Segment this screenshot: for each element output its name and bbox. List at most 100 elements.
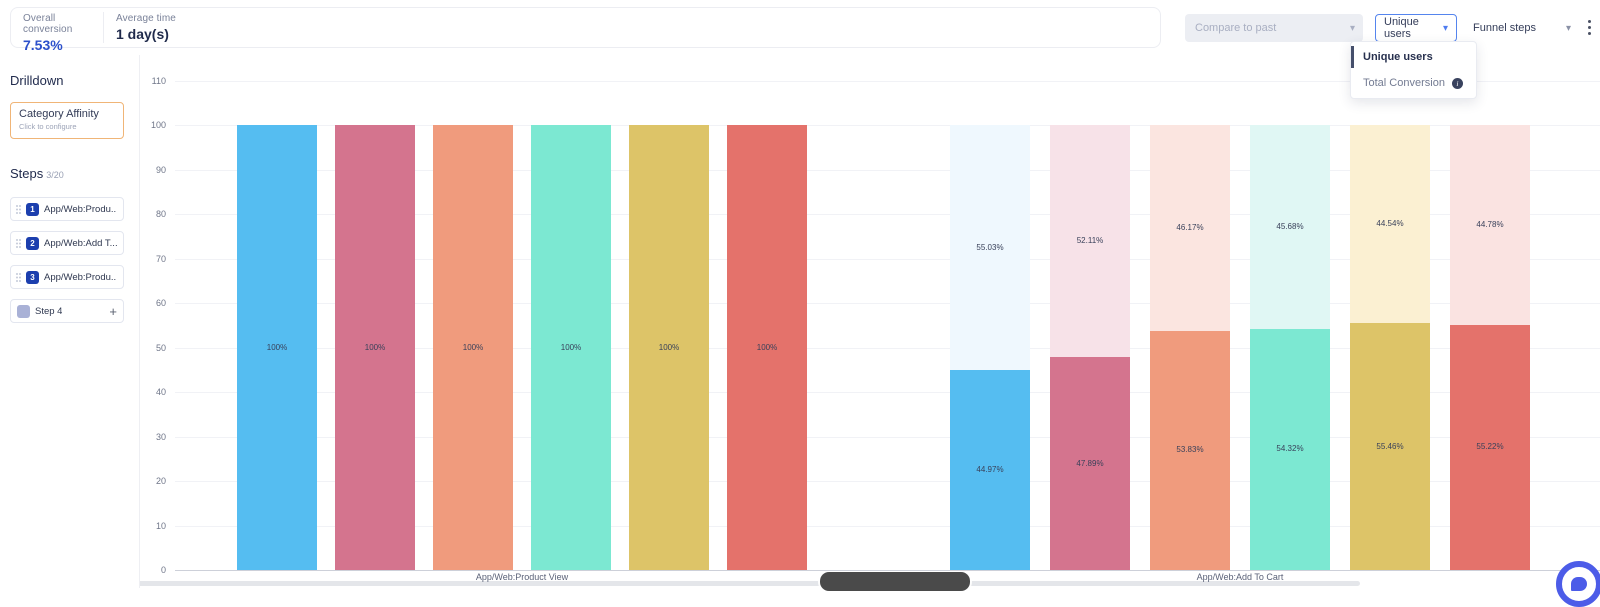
bar-segment-converted[interactable] <box>335 125 415 570</box>
y-axis-tick-label: 50 <box>155 342 166 353</box>
bar-value-label: 53.83% <box>1176 445 1204 455</box>
bar-segment-dropped[interactable] <box>1150 125 1230 331</box>
gridline <box>175 125 1600 127</box>
bar-segment-converted[interactable] <box>1350 323 1430 570</box>
add-step-item[interactable]: Step 4 + <box>10 299 124 323</box>
bar-value-label: 100% <box>266 342 288 352</box>
compare-to-past-select[interactable]: Compare to past ▾ <box>1185 14 1363 42</box>
bar-value-label: 44.97% <box>976 465 1004 475</box>
bar-segment-converted[interactable] <box>727 125 807 570</box>
y-axis-tick-label: 90 <box>155 164 166 175</box>
menu-item-unique-users[interactable]: Unique users <box>1351 44 1476 70</box>
bar-segment-dropped[interactable] <box>1350 125 1430 324</box>
menu-item-label: Total Conversion <box>1363 77 1445 89</box>
y-axis-tick-label: 110 <box>151 76 166 86</box>
selected-indicator <box>1351 46 1354 68</box>
bar-segment-dropped[interactable] <box>950 125 1030 371</box>
drag-handle-icon[interactable] <box>15 204 22 215</box>
metric-label: Average time <box>116 13 176 24</box>
bar-dropoff-label: 52.11% <box>1076 236 1104 246</box>
y-axis-tick-label: 0 <box>160 565 166 575</box>
bar-segment-converted[interactable] <box>1250 328 1330 570</box>
bar-segment-dropped[interactable] <box>1050 125 1130 358</box>
y-axis-tick-label: 60 <box>155 298 166 309</box>
bar-value-label: 54.32% <box>1276 444 1304 454</box>
measure-dropdown-menu: Unique users Total Conversion i <box>1350 41 1477 99</box>
drilldown-card-title: Category Affinity <box>19 108 99 120</box>
x-axis-category-label: App/Web:Add To Cart <box>1196 572 1284 582</box>
step-label: App/Web:Produ... <box>44 271 117 283</box>
bar-segment-converted[interactable] <box>1150 330 1230 570</box>
bar-value-label: 100% <box>462 342 484 352</box>
bar-dropoff-label: 44.78% <box>1476 219 1504 229</box>
bar-segment-converted[interactable] <box>433 125 513 570</box>
horizontal-scrollbar-track[interactable] <box>35 581 1360 586</box>
drilldown-heading: Drilldown <box>10 73 64 88</box>
bar-segment-converted[interactable] <box>950 370 1030 570</box>
bar-value-label: 100% <box>560 342 582 352</box>
steps-title: Steps <box>10 166 44 181</box>
gridline <box>175 258 1600 260</box>
chat-widget-button[interactable] <box>1556 561 1600 607</box>
info-icon[interactable]: i <box>1451 77 1463 89</box>
metric-average-time: Average time 1 day(s) <box>104 8 176 47</box>
drag-handle-icon[interactable] <box>15 272 22 283</box>
y-axis-tick-label: 70 <box>155 253 166 264</box>
bar-segment-converted[interactable] <box>1450 324 1530 570</box>
measure-select[interactable]: Unique users ▾ <box>1375 14 1457 42</box>
step-number-badge: 2 <box>26 236 39 250</box>
step-label: App/Web:Add T... <box>44 237 117 249</box>
gridline <box>175 392 1600 394</box>
bar-segment-converted[interactable] <box>237 125 317 570</box>
add-step-label: Step 4 <box>35 305 63 317</box>
compare-to-past-label: Compare to past <box>1195 22 1277 34</box>
bar-segment-converted[interactable] <box>629 125 709 570</box>
drag-handle-icon[interactable] <box>15 238 22 249</box>
step-item-2[interactable]: 2 App/Web:Add T... <box>10 231 124 255</box>
gridline <box>175 436 1600 438</box>
y-axis-tick-label: 20 <box>155 476 166 487</box>
bar-value-label: 100% <box>756 342 778 352</box>
step-item-1[interactable]: 1 App/Web:Produ... <box>10 197 124 221</box>
sidebar: Drilldown Category Affinity Click to con… <box>0 55 140 588</box>
y-axis-tick-label: 100 <box>150 120 166 131</box>
kebab-menu-icon[interactable] <box>1588 20 1592 38</box>
bar-dropoff-label: 55.03% <box>976 242 1004 252</box>
horizontal-scrollbar-thumb[interactable] <box>820 572 970 591</box>
divider <box>103 12 104 43</box>
drilldown-card-subtitle: Click to configure <box>19 122 77 131</box>
bar-value-label: 55.46% <box>1376 441 1404 451</box>
gridline <box>175 169 1600 171</box>
metrics-card: Overall conversion 7.53% Average time 1 … <box>10 7 1161 53</box>
funnel-chart: 0 10 20 30 40 50 60 70 80 90 100 110 100% 100% 100% 100… <box>140 0 1600 588</box>
bar-segment-dropped[interactable] <box>1250 125 1330 329</box>
measure-select-value: Unique users <box>1384 16 1419 40</box>
metric-label: Overall conversion <box>23 13 73 35</box>
menu-item-total-conversion[interactable]: Total Conversion i <box>1351 70 1476 96</box>
bar-segment-converted[interactable] <box>531 125 611 570</box>
y-axis-tick-label: 30 <box>155 431 166 442</box>
menu-item-label: Unique users <box>1363 51 1433 63</box>
y-axis-tick-label: 10 <box>155 520 166 531</box>
steps-heading: Steps 3/20 <box>10 166 64 181</box>
step-label: App/Web:Produ... <box>44 203 117 215</box>
drilldown-category-affinity-card[interactable]: Category Affinity Click to configure <box>10 102 124 139</box>
bar-segment-converted[interactable] <box>1050 357 1130 570</box>
chevron-down-icon: ▾ <box>1442 22 1448 34</box>
step-item-3[interactable]: 3 App/Web:Produ... <box>10 265 124 289</box>
bar-dropoff-label: 45.68% <box>1276 221 1304 231</box>
bar-value-label: 100% <box>364 342 386 352</box>
gridline <box>175 481 1600 483</box>
bar-segment-dropped[interactable] <box>1450 125 1530 325</box>
bar-dropoff-label: 44.54% <box>1376 219 1404 229</box>
gridline <box>175 81 1600 82</box>
gridline <box>175 303 1600 305</box>
funnel-steps-label: Funnel steps <box>1473 22 1536 34</box>
step-number-badge: 3 <box>26 270 39 284</box>
chevron-down-icon: ▾ <box>1565 22 1571 34</box>
plus-icon[interactable]: + <box>109 303 117 319</box>
metric-value: 7.53% <box>23 37 63 53</box>
funnel-steps-select[interactable]: Funnel steps ▾ <box>1463 14 1579 42</box>
x-axis-category-label: App/Web:Product View <box>475 572 569 582</box>
gridline <box>175 525 1600 527</box>
